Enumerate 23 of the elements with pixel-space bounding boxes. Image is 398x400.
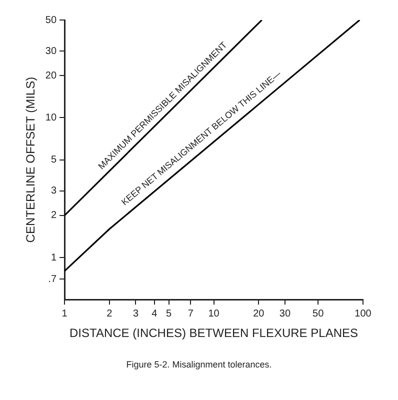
y-tick-label: 3 [50, 186, 57, 197]
x-tick-label: 100 [354, 308, 372, 320]
y-axis-title: CENTERLINE OFFSET (MILS) [24, 76, 38, 243]
y-tick-label: 30 [45, 46, 57, 57]
y-tick-label: 5 [50, 154, 57, 166]
x-axis-title: DISTANCE (INCHES) BETWEEN FLEXURE PLANES [70, 326, 358, 340]
y-tick-label: 2 [50, 210, 57, 222]
x-tick-label: 50 [312, 308, 324, 320]
x-tick-label: 5 [166, 308, 172, 320]
x-tick-label: 20 [253, 308, 265, 320]
x-tick-label: 30 [279, 308, 291, 320]
x-tick-label: 1 [62, 308, 68, 320]
y-tick-label: 50 [45, 14, 57, 26]
x-tick-label: 4 [152, 308, 158, 320]
y-tick-label: 10 [45, 112, 57, 124]
y-tick-label: 1 [50, 252, 57, 264]
x-tick-label: 2 [106, 308, 113, 320]
y-tick-label: .7 [48, 274, 57, 285]
y-tick-label: 20 [45, 70, 57, 82]
x-tick-label: 10 [208, 308, 220, 320]
caption: Figure 5-2. Misalignment tolerances. [126, 359, 272, 370]
x-tick-label: 3 [132, 308, 139, 320]
x-tick-label: 7 [188, 308, 194, 320]
